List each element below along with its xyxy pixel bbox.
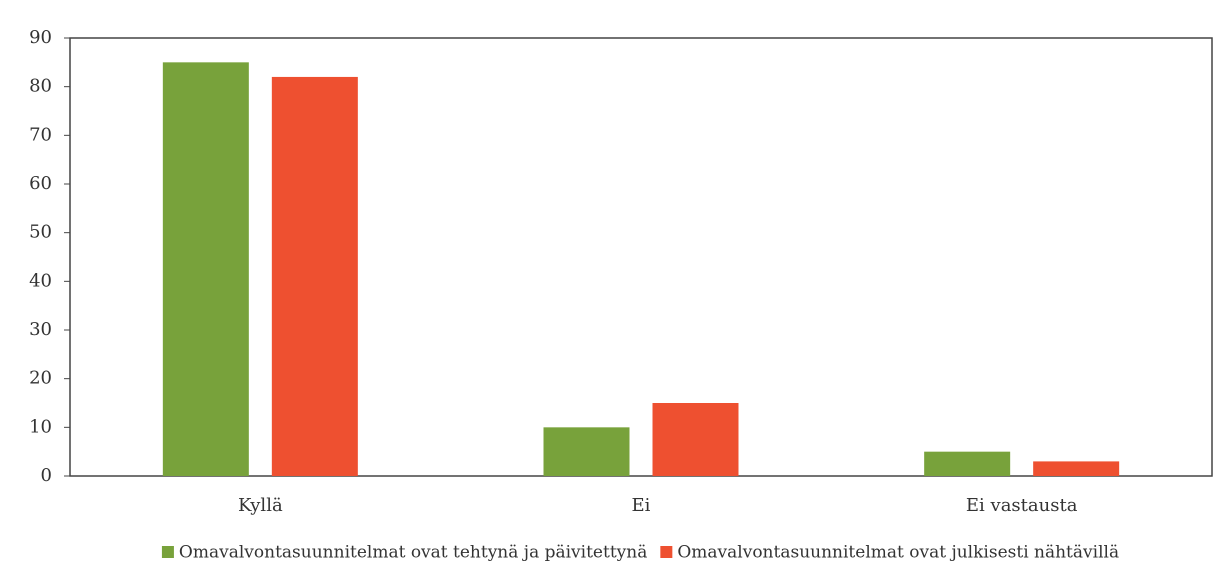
y-tick-label: 80 [29,76,52,97]
bar [652,403,739,476]
bar [1033,461,1120,476]
y-tick-label: 50 [29,222,52,243]
legend-label: Omavalvontasuunnitelmat ovat tehtynä ja … [179,543,647,563]
x-tick-label: Ei vastausta [966,495,1078,516]
plot-frame [69,37,1213,477]
x-tick-label: Ei [632,495,651,516]
legend-swatch [161,546,174,558]
y-tick-label: 20 [29,368,52,389]
bar [543,427,630,476]
x-tick-label: Kyllä [238,495,283,516]
y-tick-label: 10 [29,416,52,437]
y-tick-label: 0 [41,465,52,486]
bar [271,76,358,476]
legend-label: Omavalvontasuunnitelmat ovat julkisesti … [677,543,1119,563]
bar [162,62,249,476]
bar [924,451,1011,476]
y-tick-label: 90 [29,27,52,48]
y-tick-label: 70 [29,124,52,145]
legend-swatch [660,546,673,558]
legend: Omavalvontasuunnitelmat ovat tehtynä ja … [161,543,1119,563]
y-tick-label: 30 [29,319,52,340]
y-tick-label: 60 [29,173,52,194]
y-tick-label: 40 [29,270,52,291]
